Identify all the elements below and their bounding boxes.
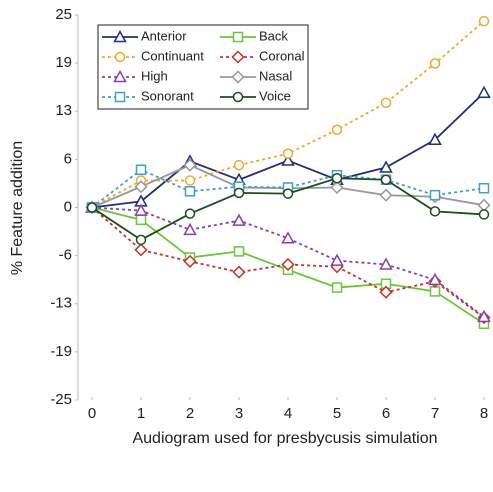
marker: [135, 214, 147, 226]
legend: Anterior Back Continuant Coronal High Nasal So…: [97, 24, 309, 110]
marker: [330, 253, 344, 266]
marker: [233, 246, 245, 257]
marker: [428, 132, 442, 145]
marker: [331, 172, 343, 184]
marker: [428, 272, 442, 286]
marker: [380, 174, 392, 186]
legend-label: Coronal: [259, 48, 305, 63]
marker: [232, 31, 244, 43]
marker: [478, 15, 490, 27]
x-tick-label: 0: [88, 405, 96, 422]
x-tick-label: 6: [382, 405, 390, 422]
marker: [478, 183, 490, 194]
marker: [231, 70, 245, 84]
marker: [379, 285, 393, 299]
marker: [231, 50, 245, 64]
x-tick-label: 8: [480, 405, 488, 422]
legend-label: Voice: [259, 88, 291, 103]
marker: [183, 222, 197, 236]
marker: [134, 203, 148, 216]
x-axis-label: Audiogram used for presbycusis simulatio…: [132, 430, 438, 447]
y-tick-label: 0: [64, 198, 72, 215]
marker: [86, 202, 98, 213]
marker: [379, 160, 393, 173]
legend-label: Continuant: [141, 48, 204, 63]
marker: [282, 188, 294, 199]
legend-label: Anterior: [141, 28, 187, 43]
x-tick-label: 1: [137, 405, 145, 422]
y-tick-label: 13: [55, 102, 72, 119]
y-axis-label: % Feature addition: [9, 141, 26, 275]
marker: [379, 257, 393, 270]
x-tick-label: 3: [235, 405, 243, 422]
x-tick-label: 7: [431, 405, 439, 422]
marker: [135, 234, 147, 246]
marker: [477, 309, 491, 323]
y-tick-label: 6: [64, 150, 72, 167]
marker: [184, 175, 196, 186]
marker: [233, 187, 245, 199]
marker: [429, 286, 441, 297]
y-tick-label: -25: [50, 391, 72, 408]
y-tick-label: 25: [55, 6, 72, 23]
marker: [429, 58, 441, 69]
legend-label: Nasal: [259, 68, 292, 83]
marker: [113, 69, 127, 83]
marker: [477, 198, 491, 212]
marker: [184, 208, 196, 219]
legend-box: [97, 24, 309, 110]
marker: [135, 164, 147, 176]
marker: [281, 257, 295, 272]
legend-label: Back: [259, 28, 288, 43]
marker: [331, 282, 343, 293]
marker: [113, 29, 127, 43]
marker: [281, 153, 295, 166]
marker: [281, 231, 295, 244]
marker: [114, 91, 126, 103]
x-tick-label: 2: [186, 405, 194, 422]
y-tick-label: -19: [50, 343, 72, 360]
marker: [233, 159, 245, 171]
marker: [429, 206, 441, 217]
marker: [331, 124, 343, 135]
y-tick-label: -13: [50, 295, 72, 312]
marker: [429, 189, 441, 201]
marker: [232, 91, 244, 103]
y-tick-label: -6: [59, 247, 72, 264]
marker: [379, 188, 393, 202]
marker: [183, 254, 197, 268]
marker: [183, 158, 197, 172]
marker: [478, 209, 490, 220]
marker: [380, 97, 392, 109]
marker: [184, 186, 196, 197]
marker: [477, 85, 491, 99]
marker: [330, 180, 344, 195]
y-tick-label: 19: [55, 54, 72, 71]
marker: [232, 265, 246, 279]
marker: [114, 51, 126, 63]
x-tick-label: 5: [333, 405, 341, 422]
legend-label: Sonorant: [141, 88, 194, 103]
series-line: [91, 206, 485, 318]
series-line: [91, 168, 485, 209]
marker: [282, 148, 294, 159]
legend-label: High: [141, 68, 168, 83]
x-tick-label: 4: [284, 405, 292, 422]
marker: [232, 213, 246, 226]
marker: [134, 243, 148, 257]
marker: [134, 180, 148, 194]
